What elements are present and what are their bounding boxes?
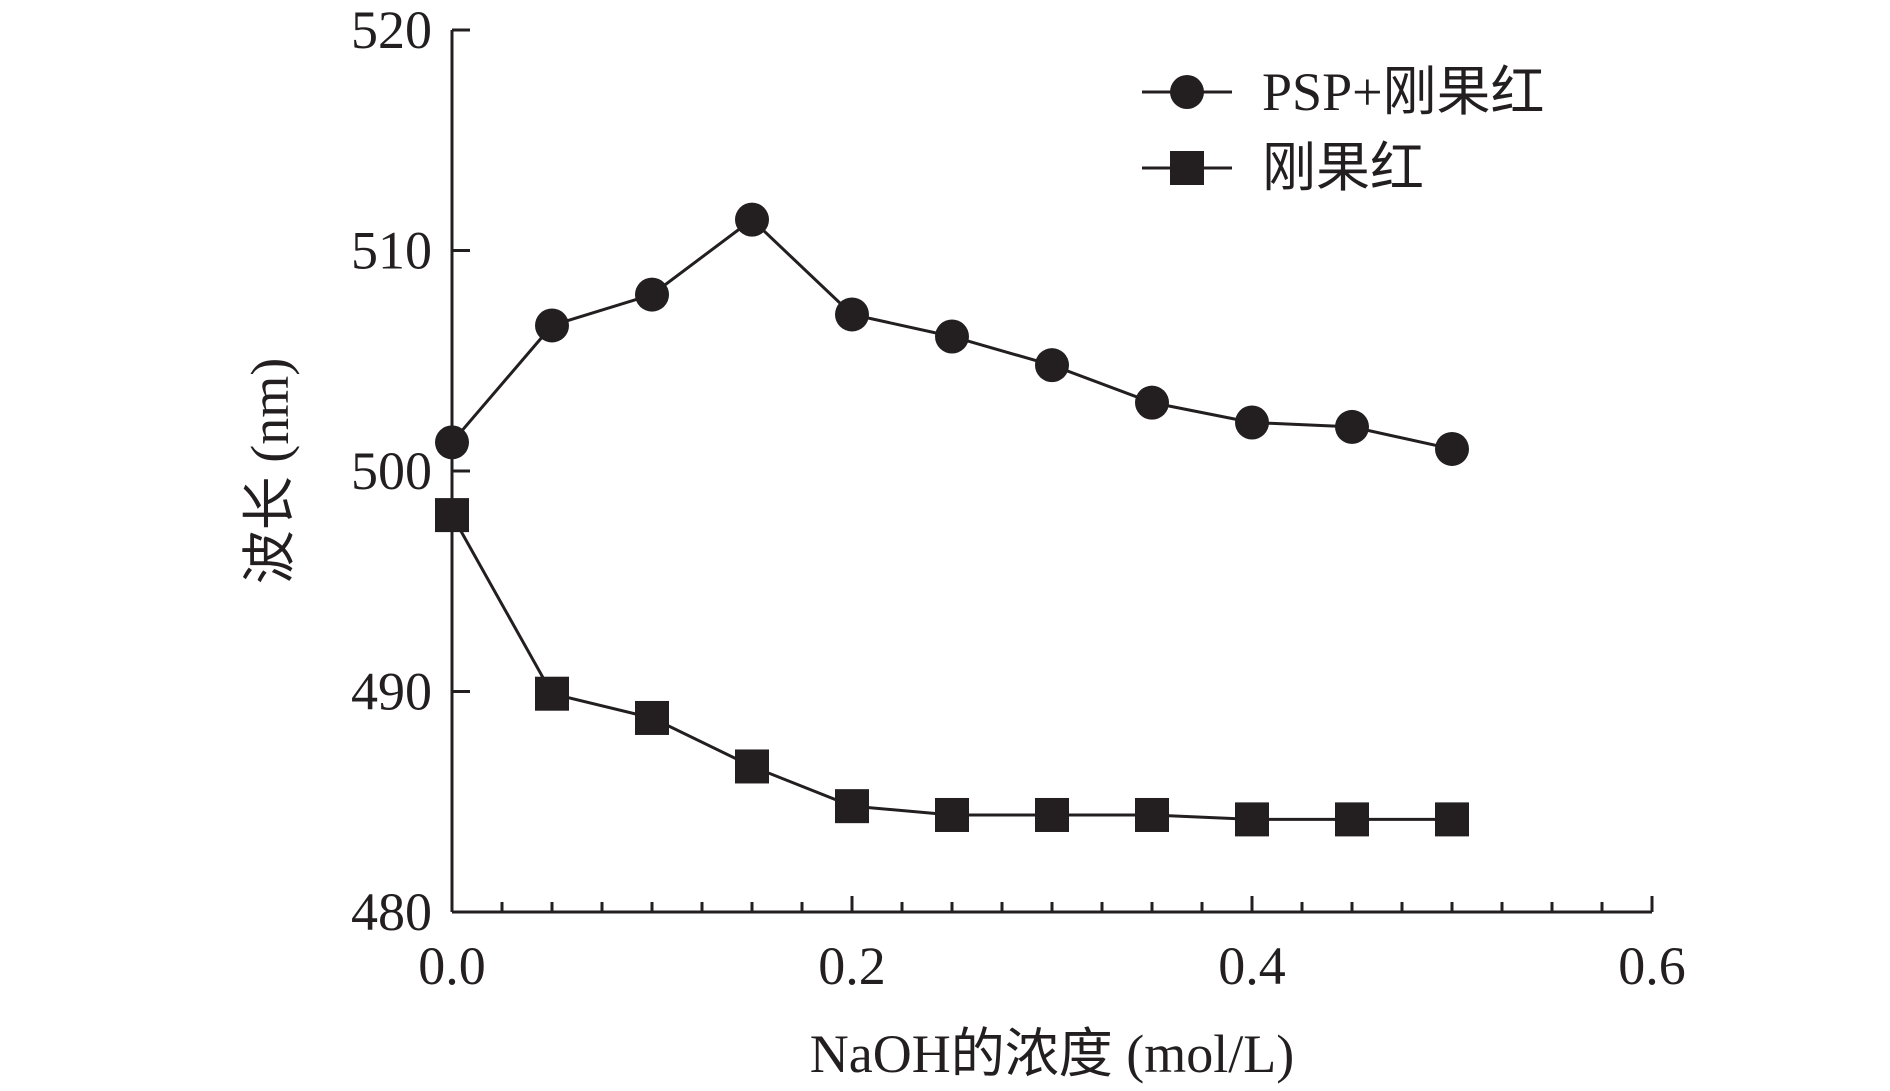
x-ticks: 0.0 0.2 0.4 0.6 xyxy=(418,896,1686,996)
legend-item: 刚果红 xyxy=(1142,138,1424,198)
data-point xyxy=(1435,802,1469,837)
data-point xyxy=(935,797,969,832)
y-tick-label: 500 xyxy=(351,441,432,501)
x-tick-label: 0.4 xyxy=(1218,936,1286,996)
data-point xyxy=(1135,385,1169,420)
legend-label: PSP+刚果红 xyxy=(1262,62,1545,122)
data-point xyxy=(535,308,569,343)
data-point xyxy=(1335,802,1369,837)
data-point xyxy=(1235,802,1269,837)
series-line xyxy=(450,514,1452,821)
data-point xyxy=(835,297,869,332)
data-point xyxy=(735,202,769,237)
y-axis-title: 波长 (nm) xyxy=(240,358,300,584)
data-point xyxy=(435,498,469,533)
data-point xyxy=(1435,431,1469,466)
data-point xyxy=(635,277,669,312)
data-point xyxy=(435,425,469,460)
y-tick-label: 480 xyxy=(351,882,432,942)
x-tick-label: 0.2 xyxy=(818,936,886,996)
data-point xyxy=(635,700,669,735)
data-point xyxy=(1335,409,1369,444)
data-point xyxy=(1135,797,1169,832)
x-axis-title: NaOH的浓度 (mol/L) xyxy=(810,1024,1294,1084)
y-tick-label: 520 xyxy=(351,0,432,60)
legend-marker xyxy=(1170,151,1204,185)
data-point xyxy=(1035,797,1069,832)
data-point xyxy=(935,319,969,354)
data-point xyxy=(1235,405,1269,440)
data-point xyxy=(835,789,869,824)
data-point xyxy=(735,749,769,784)
x-tick-label: 0.6 xyxy=(1618,936,1686,996)
y-tick-label: 490 xyxy=(351,662,432,722)
y-ticks: 480 490 500 510 520 xyxy=(351,0,470,942)
data-point xyxy=(535,676,569,711)
series-layer xyxy=(435,202,1469,837)
legend-item: PSP+刚果红 xyxy=(1142,62,1545,122)
series-2 xyxy=(435,498,1469,837)
x-tick-label: 0.0 xyxy=(418,936,486,996)
y-tick-label: 510 xyxy=(351,221,432,281)
legend-label: 刚果红 xyxy=(1262,138,1424,198)
series-1 xyxy=(435,202,1469,466)
data-point xyxy=(1035,348,1069,383)
axes: 0.0 0.2 0.4 0.6 480 490 500 510 520 xyxy=(351,0,1686,996)
legend-marker xyxy=(1170,75,1204,109)
